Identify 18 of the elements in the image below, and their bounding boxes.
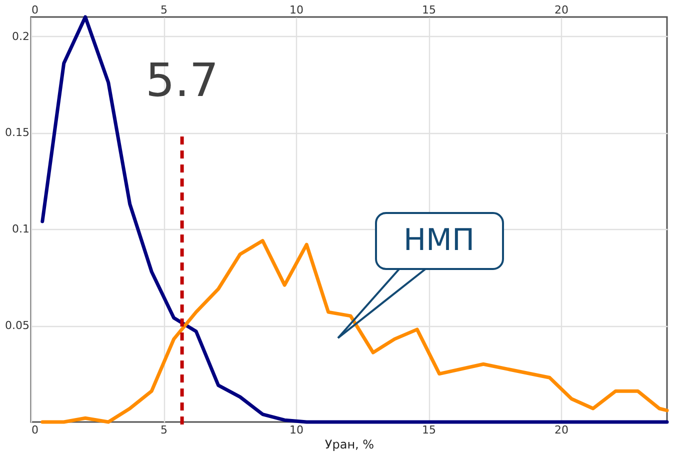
line-series	[40, 15, 669, 424]
ref-line-label: 5.7	[145, 53, 219, 108]
x-tick-label: 5	[160, 424, 168, 436]
x2-tick-label: 0	[32, 4, 38, 16]
x-axis-title: Уран, %	[324, 438, 374, 452]
x2-tick-label: 15	[422, 4, 436, 16]
x2-tick-label: 10	[290, 4, 304, 16]
x-tick-label: 20	[554, 424, 568, 436]
x-tick-label: 15	[422, 424, 436, 436]
annotation: НМП	[403, 223, 475, 258]
x-tick-label: 0	[32, 424, 38, 436]
y-tick-label: 0.1	[12, 222, 30, 236]
x2-tick-label: 20	[554, 4, 568, 16]
y-tick-label: 0.05	[5, 319, 30, 332]
y-tick-label: 0.2	[12, 30, 30, 43]
y-tick-label: 0.15	[5, 126, 30, 140]
x2-tick-label: 5	[160, 4, 168, 16]
x-tick-label: 10	[290, 424, 304, 436]
